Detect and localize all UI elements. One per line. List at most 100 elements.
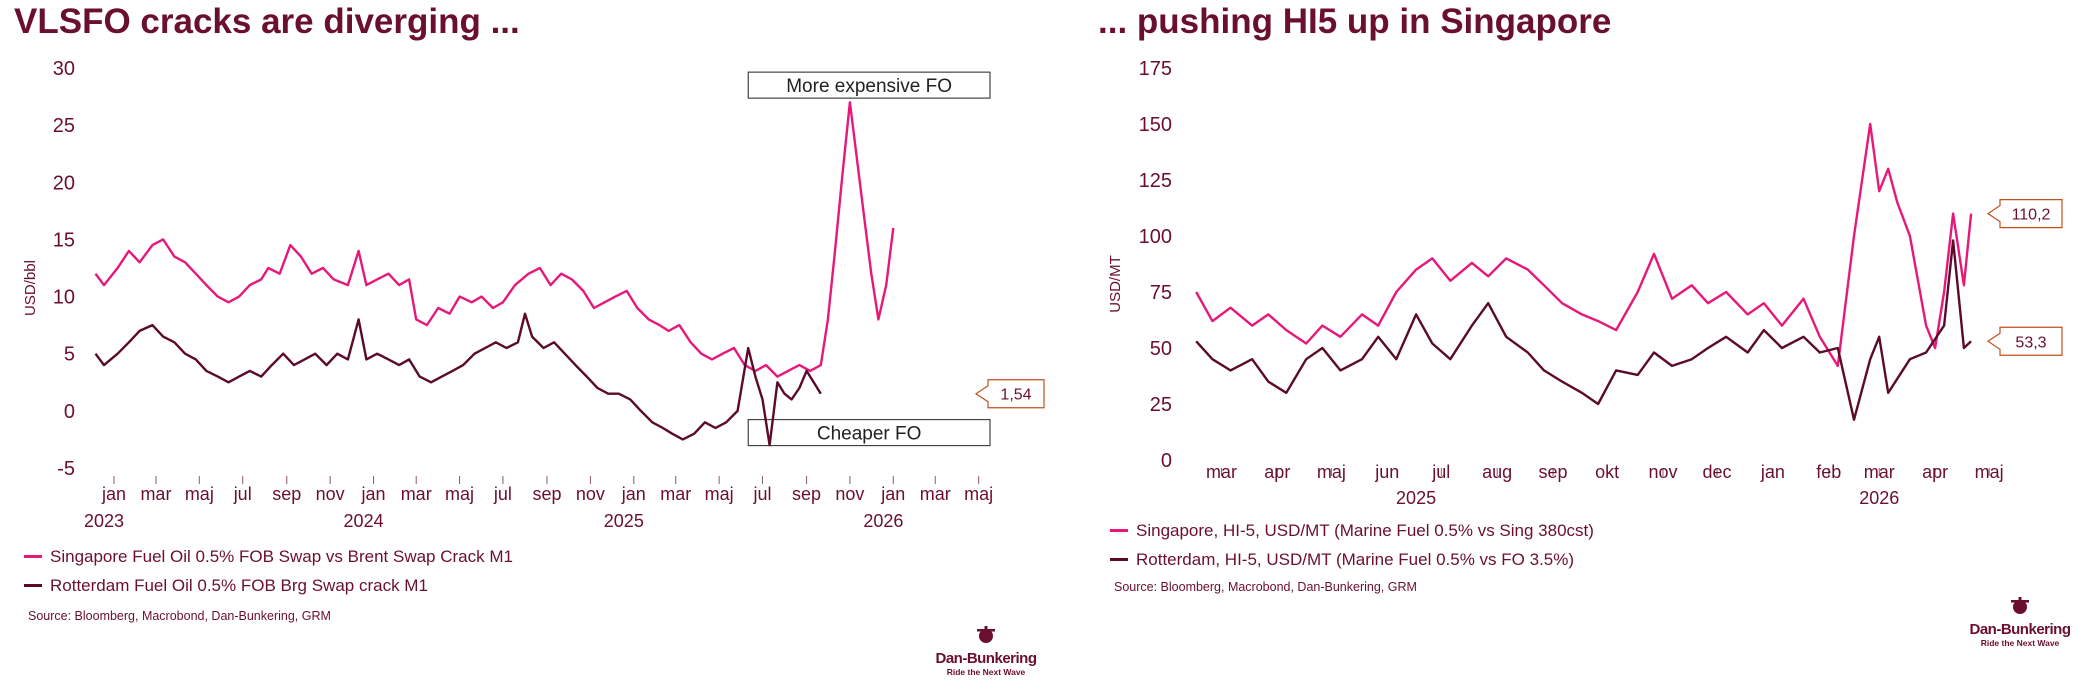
left-x-tick-label: mar: [660, 484, 691, 504]
right-x-tick-label: jan: [1760, 462, 1785, 482]
logo-brand-text: Dan-Bunkering: [935, 650, 1037, 667]
left-year-label: 2024: [344, 511, 384, 531]
left-x-tick-label: jul: [493, 484, 512, 504]
legend-label: Singapore, HI-5, USD/MT (Marine Fuel 0.5…: [1136, 520, 1594, 540]
right-chart-title: ... pushing HI5 up in Singapore: [1098, 2, 1612, 41]
left-x-tick-label: maj: [445, 484, 474, 504]
right-y-tick-label: 50: [1150, 338, 1172, 360]
legend-item-rotterdam-crack: Rotterdam Fuel Oil 0.5% FOB Brg Swap cra…: [24, 571, 513, 600]
left-x-tick-label: maj: [185, 484, 214, 504]
logo-tagline: Ride the Next Wave: [946, 667, 1026, 677]
left-x-tick-label: jan: [880, 484, 905, 504]
left-x-tick-label: sep: [272, 484, 301, 504]
left-year-label: 2025: [604, 511, 644, 531]
legend-label: Rotterdam, HI-5, USD/MT (Marine Fuel 0.5…: [1136, 549, 1575, 569]
right-x-tick-label: aug: [1482, 462, 1512, 482]
right-y-tick-label: 125: [1139, 170, 1172, 192]
legend-item-singapore-hi5: Singapore, HI-5, USD/MT (Marine Fuel 0.5…: [1110, 516, 1594, 545]
left-x-tick-label: nov: [835, 484, 864, 504]
end-value-callout: [1986, 326, 2063, 356]
left-y-tick-label: 20: [53, 172, 75, 194]
anchor-logo-icon: [977, 626, 995, 643]
left-x-tick-label: mar: [920, 484, 951, 504]
legend-swatch-pink: [24, 555, 42, 558]
right-x-tick-label: apr: [1264, 462, 1290, 482]
left-series-line-rotterdam: [94, 312, 822, 447]
left-x-tick-label: jul: [752, 484, 771, 504]
annotation-label: More expensive FO: [786, 76, 952, 97]
left-y-tick-label: 0: [64, 401, 75, 423]
right-x-tick-label: sep: [1539, 462, 1568, 482]
legend-label: Rotterdam Fuel Oil 0.5% FOB Brg Swap cra…: [50, 575, 428, 595]
left-year-label: 2026: [863, 511, 903, 531]
left-y-tick-label: -5: [57, 458, 75, 480]
legend-item-rotterdam-hi5: Rotterdam, HI-5, USD/MT (Marine Fuel 0.5…: [1110, 545, 1594, 574]
left-x-tick-label: jan: [101, 484, 126, 504]
left-source-note: Source: Bloomberg, Macrobond, Dan-Bunker…: [28, 609, 331, 623]
left-chart-title: VLSFO cracks are diverging ...: [14, 2, 520, 41]
right-year-label: 2025: [1396, 488, 1436, 508]
right-y-tick-label: 0: [1161, 450, 1172, 472]
left-x-tick-label: jul: [233, 484, 252, 504]
right-x-tick-label: maj: [1975, 462, 2004, 482]
right-source-note: Source: Bloomberg, Macrobond, Dan-Bunker…: [1114, 580, 1417, 594]
legend-label: Singapore Fuel Oil 0.5% FOB Swap vs Bren…: [50, 546, 513, 566]
right-y-axis-title: USD/MT: [1107, 255, 1124, 313]
left-y-tick-label: 25: [53, 115, 75, 137]
left-x-tick-label: jan: [361, 484, 386, 504]
right-x-tick-label: okt: [1595, 462, 1619, 482]
right-series-line-singapore: [1195, 122, 1973, 368]
end-value-callout: [1986, 199, 2063, 229]
right-y-tick-label: 75: [1150, 282, 1172, 304]
left-x-tick-label: sep: [792, 484, 821, 504]
right-x-tick-label: feb: [1816, 462, 1841, 482]
left-y-tick-label: 5: [64, 344, 75, 366]
left-year-label: 2023: [84, 511, 124, 531]
legend-swatch-maroon: [24, 584, 42, 587]
end-value-label: 110,2: [2012, 207, 2051, 224]
annotation-label: Cheaper FO: [817, 424, 922, 445]
annotation-box: [747, 71, 991, 99]
end-value-label: 1,54: [1000, 387, 1031, 404]
legend-item-singapore-crack: Singapore Fuel Oil 0.5% FOB Swap vs Bren…: [24, 542, 513, 571]
left-x-tick-label: sep: [533, 484, 562, 504]
right-y-tick-label: 150: [1139, 114, 1172, 136]
left-series-line-singapore: [94, 101, 895, 378]
right-y-tick-label: 175: [1139, 58, 1172, 80]
right-y-tick-label: 25: [1150, 394, 1172, 416]
left-x-tick-label: mar: [140, 484, 171, 504]
right-x-tick-label: mar: [1864, 462, 1895, 482]
right-company-logo: Dan-Bunkering Ride the Next Wave: [1960, 596, 2080, 648]
right-x-tick-label: jun: [1374, 462, 1399, 482]
right-x-tick-label: apr: [1922, 462, 1948, 482]
left-x-tick-label: maj: [964, 484, 993, 504]
right-legend: Singapore, HI-5, USD/MT (Marine Fuel 0.5…: [1110, 516, 1594, 574]
left-y-tick-label: 15: [53, 229, 75, 251]
left-y-tick-label: 10: [53, 287, 75, 309]
left-x-tick-label: nov: [316, 484, 345, 504]
logo-brand-text: Dan-Bunkering: [1969, 621, 2071, 638]
right-x-tick-label: dec: [1703, 462, 1732, 482]
right-x-tick-label: mar: [1206, 462, 1237, 482]
right-y-tick-label: 100: [1139, 226, 1172, 248]
left-x-tick-label: maj: [705, 484, 734, 504]
end-value-label: 53,3: [2015, 334, 2046, 351]
end-value-callout: [974, 379, 1045, 409]
legend-swatch-pink: [1110, 529, 1128, 532]
anchor-logo-icon: [2011, 597, 2029, 614]
right-year-label: 2026: [1859, 488, 1899, 508]
right-x-tick-label: maj: [1317, 462, 1346, 482]
logo-tagline: Ride the Next Wave: [1980, 638, 2060, 648]
left-x-tick-label: nov: [576, 484, 605, 504]
left-x-tick-label: mar: [401, 484, 432, 504]
left-y-axis-title: USD/bbl: [22, 260, 39, 316]
left-company-logo: Dan-Bunkering Ride the Next Wave: [926, 625, 1046, 677]
right-x-tick-label: nov: [1648, 462, 1677, 482]
left-legend: Singapore Fuel Oil 0.5% FOB Swap vs Bren…: [24, 542, 513, 600]
left-y-tick-label: 30: [53, 58, 75, 80]
legend-swatch-maroon: [1110, 558, 1128, 561]
annotation-box: [747, 418, 991, 447]
left-x-tick-label: jan: [621, 484, 646, 504]
right-series-line-rotterdam: [1195, 239, 1972, 421]
